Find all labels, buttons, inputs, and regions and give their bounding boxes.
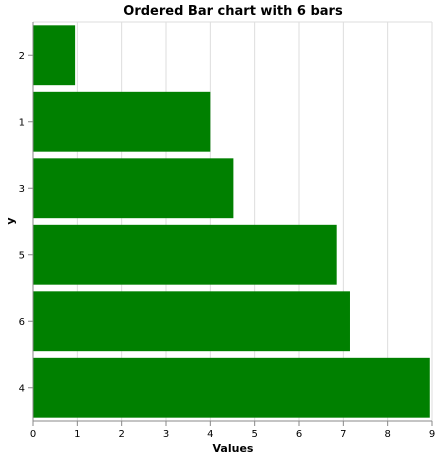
y-tick-label-1: 1 (19, 117, 25, 128)
x-tick-label-9: 9 (429, 429, 435, 440)
x-tick-label-6: 6 (296, 429, 302, 440)
x-tick-label-3: 3 (163, 429, 169, 440)
bar-2 (33, 25, 76, 86)
chart-title: Ordered Bar chart with 6 bars (123, 4, 343, 19)
grid-lines (32, 21, 433, 421)
bars (33, 25, 430, 418)
axes (28, 22, 433, 426)
x-tick-label-4: 4 (207, 429, 213, 440)
x-tick-label-8: 8 (384, 429, 390, 440)
y-axis-title: y (4, 217, 17, 224)
x-tick-label-2: 2 (118, 429, 124, 440)
bar-4 (33, 357, 430, 418)
tick-labels: 2 1 3 5 6 4 0 1 2 3 4 5 6 7 8 9 (19, 51, 436, 440)
bar-3 (33, 158, 234, 219)
x-tick-label-1: 1 (74, 429, 80, 440)
bar-5 (33, 224, 337, 285)
bar-6 (33, 291, 350, 352)
y-tick-label-6: 6 (19, 317, 25, 328)
x-tick-label-5: 5 (251, 429, 257, 440)
bar-1 (33, 91, 211, 152)
y-tick-label-3: 3 (19, 184, 25, 195)
y-tick-label-5: 5 (19, 250, 25, 261)
x-tick-label-0: 0 (30, 429, 36, 440)
y-tick-label-4: 4 (19, 383, 25, 394)
y-tick-label-2: 2 (19, 51, 25, 62)
x-axis-title: Values (213, 442, 254, 455)
x-tick-label-7: 7 (340, 429, 346, 440)
